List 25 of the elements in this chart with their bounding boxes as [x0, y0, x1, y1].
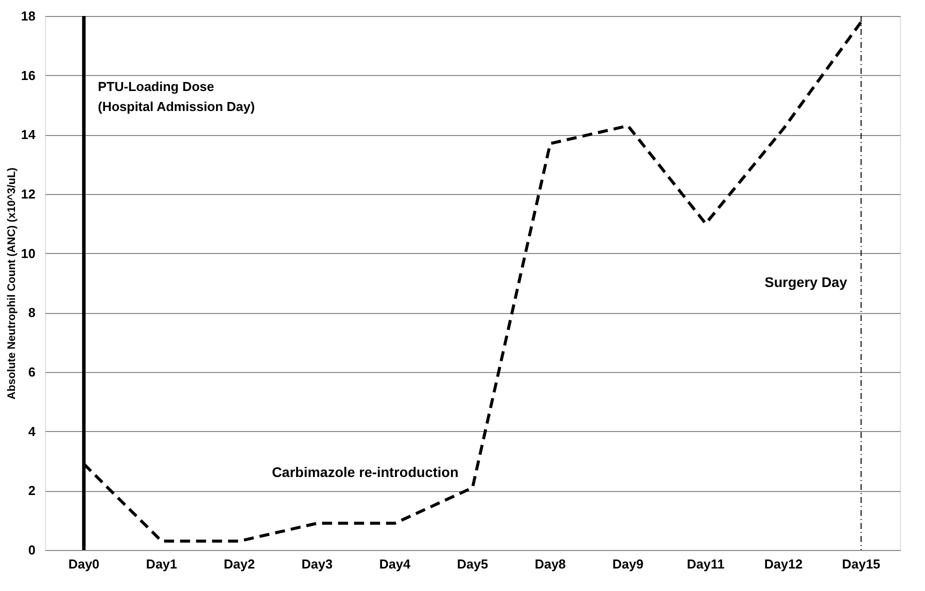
x-tick-label: Day15: [842, 556, 880, 572]
y-tick-label: 8: [28, 305, 36, 320]
y-tick-label: 2: [28, 483, 36, 498]
annotation: PTU-Loading Dose (Hospital Admission Day): [98, 79, 255, 114]
x-tick-label: Day1: [146, 556, 178, 572]
y-tick-label: 4: [28, 424, 36, 439]
annotation: Surgery Day: [764, 274, 848, 290]
y-tick-label: 10: [21, 246, 36, 261]
y-tick-label: 18: [21, 8, 36, 24]
x-tick-label: Day8: [534, 556, 566, 572]
y-tick-label: 0: [28, 542, 36, 558]
x-tick-label: Day3: [302, 556, 333, 572]
x-tick-label: Day2: [224, 556, 255, 572]
y-tick-label: 12: [21, 186, 36, 202]
x-tick-label: Day5: [456, 556, 488, 572]
x-tick-label: Day0: [68, 556, 100, 572]
x-tick-label: Day9: [612, 556, 644, 572]
y-axis-title: Absolute Neutrophil Count (ANC) (x10^3/uL): [6, 167, 18, 400]
annotation: Carbimazole re-introduction: [272, 464, 458, 480]
y-tick-label: 6: [28, 364, 36, 380]
x-tick-label: Day12: [764, 556, 803, 572]
y-tick-label: 14: [21, 127, 36, 142]
x-tick-label: Day4: [379, 556, 412, 572]
y-tick-label: 16: [21, 68, 36, 83]
x-tick-label: Day11: [686, 556, 724, 572]
